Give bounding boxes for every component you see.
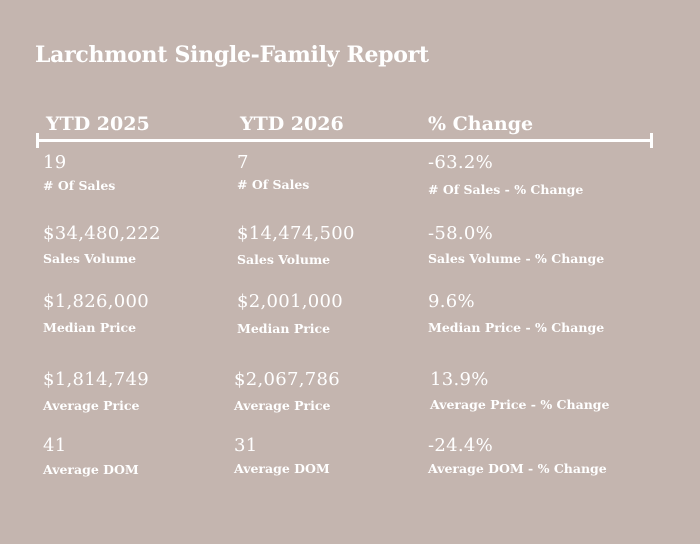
- stat-label: Average Price: [43, 398, 140, 413]
- stat-value: 19: [43, 152, 67, 173]
- stat-value: $1,826,000: [43, 291, 150, 312]
- stat-label: Sales Volume: [43, 251, 137, 266]
- column-header-percent-change: % Change: [428, 113, 534, 135]
- stat-value: -63.2%: [428, 152, 494, 173]
- stat-value: $34,480,222: [43, 223, 161, 244]
- stat-value: 31: [234, 435, 258, 456]
- stat-value: -24.4%: [428, 435, 494, 456]
- column-header-ytd-2026: YTD 2026: [240, 113, 344, 135]
- stat-value: 7: [237, 152, 249, 173]
- stat-label: Average DOM: [234, 461, 330, 476]
- stat-value: 41: [43, 435, 67, 456]
- stat-value: $1,814,749: [43, 369, 150, 390]
- stat-label: Median Price: [237, 321, 331, 336]
- stat-label: Average DOM - % Change: [428, 461, 607, 476]
- report-title: Larchmont Single-Family Report: [35, 42, 429, 68]
- divider-right-cap: [650, 133, 653, 148]
- divider-left-cap: [36, 133, 39, 148]
- stat-label: Average Price - % Change: [430, 397, 610, 412]
- stat-label: # Of Sales: [43, 178, 116, 193]
- stat-label: Sales Volume - % Change: [428, 251, 605, 266]
- stat-label: Median Price - % Change: [428, 320, 605, 335]
- stat-value: $14,474,500: [237, 223, 355, 244]
- stat-value: 9.6%: [428, 291, 475, 312]
- header-divider: [36, 139, 653, 142]
- stat-value: 13.9%: [430, 369, 489, 390]
- column-header-ytd-2025: YTD 2025: [46, 113, 150, 135]
- stat-label: Sales Volume: [237, 252, 331, 267]
- stat-label: Average Price: [234, 398, 331, 413]
- stat-label: # Of Sales: [237, 177, 310, 192]
- stat-value: $2,001,000: [237, 291, 344, 312]
- stat-value: $2,067,786: [234, 369, 341, 390]
- stat-label: Median Price: [43, 320, 137, 335]
- stat-label: Average DOM: [43, 462, 139, 477]
- stat-value: -58.0%: [428, 223, 494, 244]
- stat-label: # Of Sales - % Change: [428, 182, 584, 197]
